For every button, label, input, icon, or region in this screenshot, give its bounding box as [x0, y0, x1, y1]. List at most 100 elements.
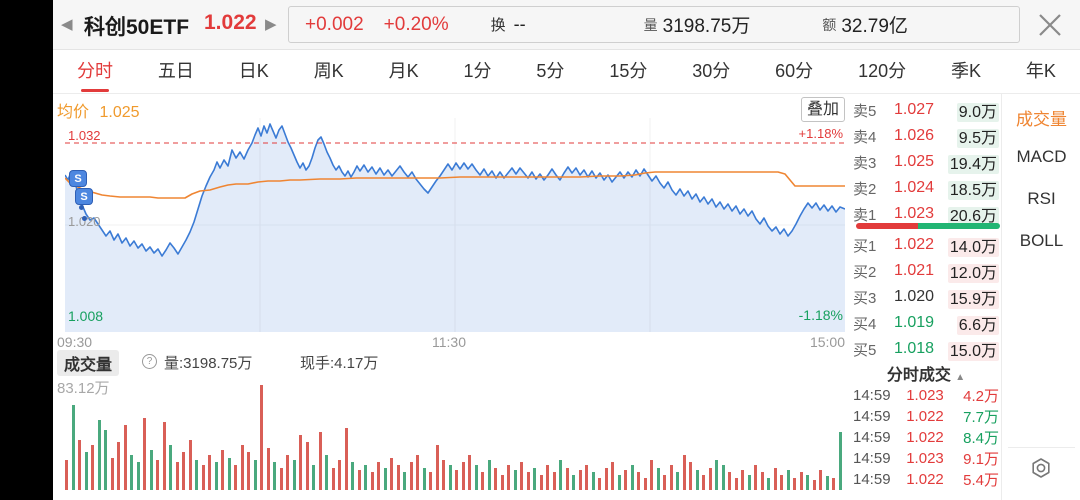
ask-row-卖2[interactable]: 卖2 1.024 18.5万 — [853, 175, 999, 201]
tab-周K[interactable]: 周K — [313, 61, 344, 81]
tick-trades-list: 14:59 1.023 4.2万 14:59 1.022 7.7万 14:59 1.022 8.… — [853, 385, 999, 490]
volume-bar — [494, 468, 497, 490]
volume-bar — [481, 472, 484, 490]
volume-bars-chart[interactable] — [65, 384, 845, 490]
indicator-成交量[interactable]: 成交量 — [1016, 110, 1067, 129]
volume-bar — [188, 440, 192, 490]
level-volume: 9.0万 — [956, 103, 999, 122]
prev-stock-arrow-icon[interactable]: ◀ — [61, 16, 73, 33]
sell-marker-badge: S — [75, 188, 93, 205]
volume-bar — [604, 468, 608, 490]
volume-bar — [299, 435, 302, 490]
volume-bar — [702, 475, 705, 490]
volume-bar — [201, 465, 205, 490]
level-volume: 19.4万 — [947, 155, 999, 174]
volume-bar — [396, 465, 400, 490]
next-stock-arrow-icon[interactable]: ▶ — [265, 16, 277, 33]
volume-bar — [195, 460, 198, 490]
volume-bar — [227, 458, 231, 490]
close-icon[interactable] — [1036, 11, 1064, 39]
volume-bar — [676, 472, 679, 490]
volume-bar — [643, 478, 647, 490]
tab-120分[interactable]: 120分 — [858, 61, 907, 81]
tab-15分[interactable]: 15分 — [609, 61, 648, 81]
bid-row-买4[interactable]: 买4 1.019 6.6万 — [853, 310, 999, 336]
tab-1分[interactable]: 1分 — [463, 61, 492, 81]
volume-bar — [305, 442, 309, 490]
price-chart[interactable] — [65, 118, 845, 332]
bid-row-买1[interactable]: 买1 1.022 14.0万 — [853, 232, 999, 258]
level-label: 买4 — [853, 315, 877, 333]
tick-trades-title[interactable]: 分时成交 ▲ — [853, 361, 999, 385]
volume-bar — [370, 472, 374, 490]
volume-stat: 量:3198.75万 — [164, 355, 253, 372]
indicator-MACD[interactable]: MACD — [1016, 147, 1067, 166]
volume-bar — [799, 472, 803, 490]
volume-bar — [546, 465, 549, 490]
level-price: 1.025 — [893, 153, 935, 170]
indicator-RSI[interactable]: RSI — [1027, 189, 1056, 208]
volume-bar — [786, 470, 790, 490]
volume-bar — [390, 458, 393, 490]
volume-bar — [455, 470, 458, 490]
volume-section-title: 成交量 — [57, 350, 120, 376]
volume-bar — [624, 470, 627, 490]
help-icon[interactable]: ? — [142, 354, 157, 369]
tab-分时[interactable]: 分时 — [77, 50, 113, 93]
volume-bar — [559, 460, 562, 490]
tab-年K[interactable]: 年K — [1025, 61, 1056, 81]
tab-30分[interactable]: 30分 — [692, 61, 731, 81]
indicator-BOLL[interactable]: BOLL — [1019, 231, 1064, 250]
trade-volume: 8.4万 — [963, 430, 999, 447]
y-label-high-pct: +1.18% — [798, 126, 843, 141]
volume-bar — [97, 420, 101, 490]
sell-marker-badge: S — [69, 170, 87, 187]
price-line — [65, 123, 845, 257]
indicator-column: 成交量 MACD RSI BOLL — [1001, 94, 1080, 500]
bid-row-买2[interactable]: 买2 1.021 12.0万 — [853, 258, 999, 284]
tab-bar: 分时 五日 日K 周K 月K 1分 5分 15分 30分 60分 120分 季K 年K — [53, 50, 1080, 94]
ask-row-卖5[interactable]: 卖5 1.027 9.0万 — [853, 97, 999, 123]
turnover-label: 换 — [490, 17, 506, 34]
volume-bar — [630, 465, 634, 490]
volume-bar — [117, 442, 120, 490]
volume-bar — [273, 462, 276, 490]
volume-bar — [565, 468, 569, 490]
bid-row-买3[interactable]: 买3 1.020 15.9万 — [853, 284, 999, 310]
volume-bar — [617, 475, 621, 490]
y-label-mid: 1.020 — [68, 214, 101, 229]
level-volume: 18.5万 — [947, 181, 999, 200]
trade-volume: 7.7万 — [963, 409, 999, 426]
trade-price: 1.022 — [906, 408, 944, 425]
volume-bar — [663, 475, 666, 490]
sell-marker-dot — [82, 216, 87, 221]
level-label: 卖1 — [853, 206, 877, 224]
tab-季K[interactable]: 季K — [951, 61, 982, 81]
ask-row-卖3[interactable]: 卖3 1.025 19.4万 — [853, 149, 999, 175]
price-change: +0.002 — [305, 13, 364, 35]
tab-60分[interactable]: 60分 — [775, 61, 814, 81]
level-label: 买1 — [853, 237, 877, 255]
volume-bar — [169, 445, 172, 490]
volume-bar — [487, 460, 491, 490]
bid-row-买5[interactable]: 买5 1.018 15.0万 — [853, 336, 999, 362]
tab-月K[interactable]: 月K — [388, 61, 419, 81]
ask-row-卖1[interactable]: 卖1 1.023 20.6万 — [853, 201, 999, 227]
amount-label: 额 — [822, 16, 837, 33]
volume-max-label: 83.12万 — [57, 380, 110, 397]
volume-bar — [156, 460, 159, 490]
ask-row-卖4[interactable]: 卖4 1.026 9.5万 — [853, 123, 999, 149]
x-label-open: 09:30 — [57, 334, 93, 350]
volume-bar — [143, 418, 146, 490]
settings-gear-icon[interactable] — [1029, 456, 1053, 480]
volume-bar — [325, 455, 328, 490]
tab-5分[interactable]: 5分 — [536, 61, 565, 81]
volume-bar — [253, 460, 257, 490]
volume-bar — [572, 475, 575, 490]
volume-bar — [266, 448, 270, 490]
tab-日K[interactable]: 日K — [238, 61, 269, 81]
tab-五日[interactable]: 五日 — [157, 61, 194, 81]
overlay-button[interactable]: 叠加 — [801, 97, 845, 122]
volume-bar — [611, 462, 614, 490]
